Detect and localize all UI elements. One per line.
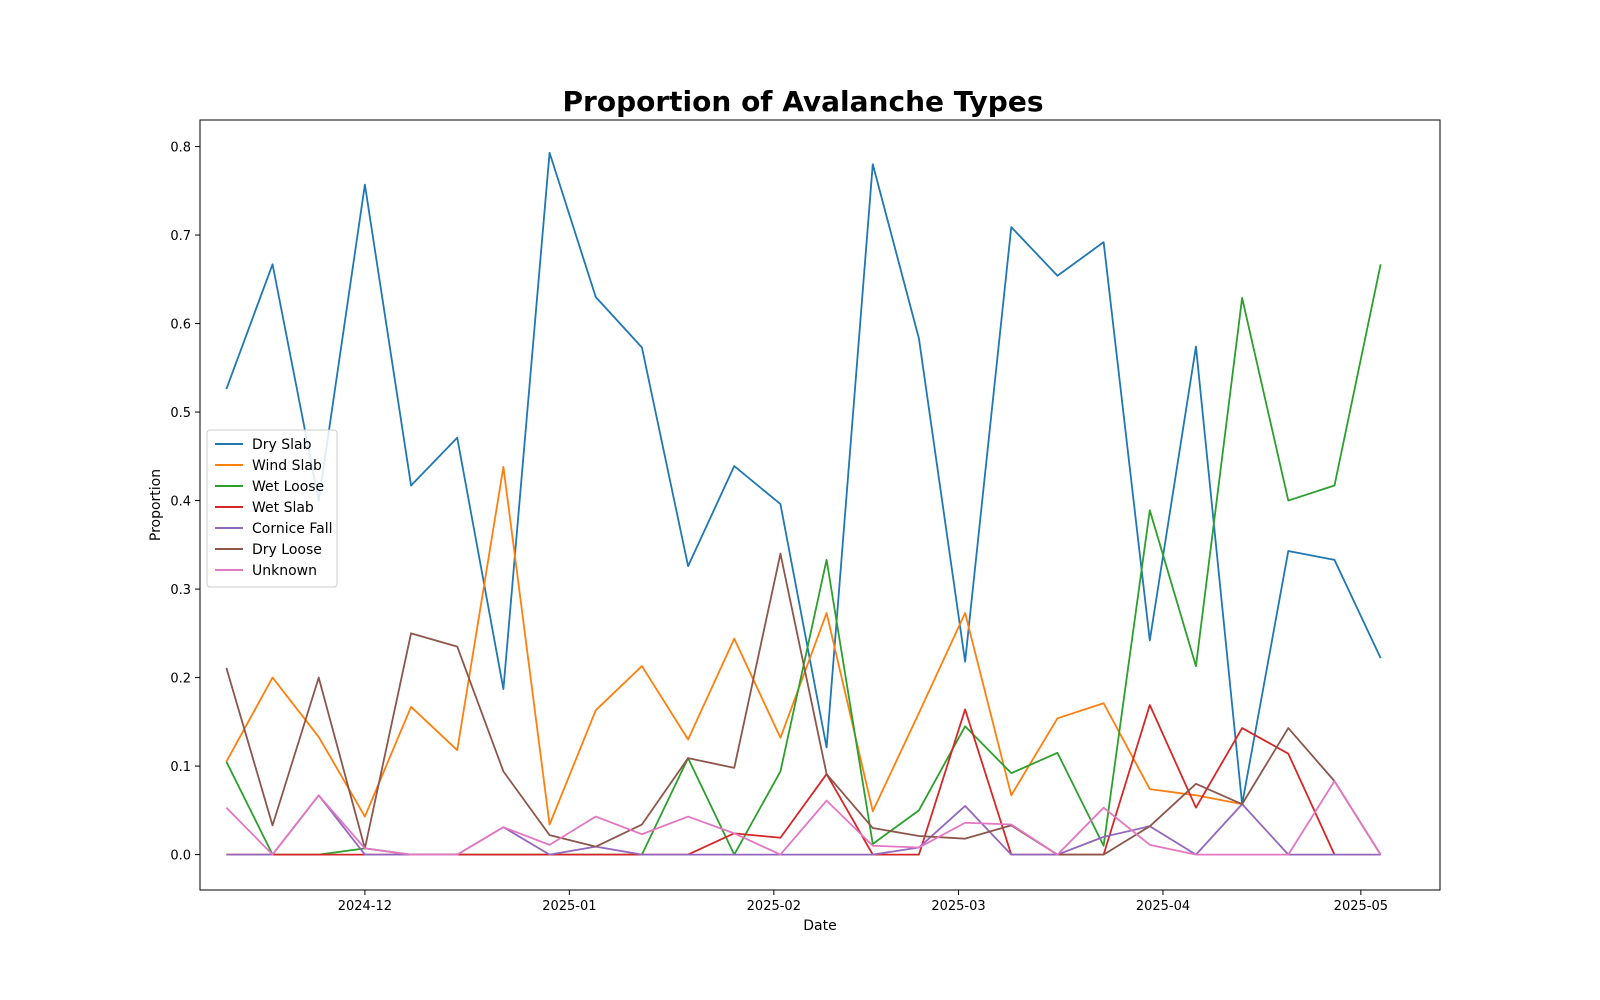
legend-label: Unknown — [252, 563, 317, 579]
series-line-wet-slab — [226, 704, 1336, 856]
x-axis-label: Date — [803, 918, 836, 934]
y-tick-label: 0.3 — [170, 583, 191, 598]
series-lines — [225, 151, 1382, 856]
legend-label: Dry Slab — [252, 437, 312, 453]
x-tick-label: 2025-03 — [931, 899, 985, 914]
x-tick-label: 2025-04 — [1136, 899, 1190, 914]
legend-box — [206, 429, 338, 588]
chart-title: Proportion of Avalanche Types — [563, 85, 1044, 118]
legend-label: Dry Loose — [252, 542, 322, 558]
legend-label: Wet Slab — [252, 500, 314, 516]
series-line-wet-loose — [225, 264, 1382, 856]
y-tick-label: 0.7 — [170, 229, 191, 244]
series-line-dry-loose — [225, 552, 1382, 856]
x-tick-label: 2024-12 — [338, 899, 392, 914]
series-line-unknown — [225, 780, 1382, 856]
y-tick-label: 0.6 — [170, 318, 191, 333]
x-tick-label: 2025-05 — [1334, 899, 1388, 914]
y-tick-label: 0.2 — [170, 672, 191, 687]
legend-label: Cornice Fall — [252, 521, 333, 537]
y-tick-label: 0.4 — [170, 495, 191, 510]
y-tick-label: 0.1 — [170, 760, 191, 775]
x-tick-label: 2025-02 — [747, 899, 801, 914]
series-line-wind-slab — [225, 466, 1243, 826]
series-line-cornice-fall — [226, 794, 1381, 856]
plot-frame — [199, 119, 1441, 891]
y-tick-label: 0.8 — [170, 141, 191, 156]
y-tick-label: 0.5 — [170, 406, 191, 421]
x-tick-label: 2025-01 — [542, 899, 596, 914]
legend-label: Wet Loose — [252, 479, 324, 495]
y-tick-label: 0.0 — [170, 849, 191, 864]
legend: Dry Slab Wind Slab Wet Loose Wet Slab Cornic… — [206, 429, 338, 588]
legend-label: Wind Slab — [252, 458, 322, 474]
axes: 2024-12 2025-01 2025-02 2025-03 2025-04 2025-… — [170, 141, 1388, 914]
series-line-dry-slab — [225, 151, 1382, 806]
y-axis-label: Proportion — [148, 469, 164, 541]
